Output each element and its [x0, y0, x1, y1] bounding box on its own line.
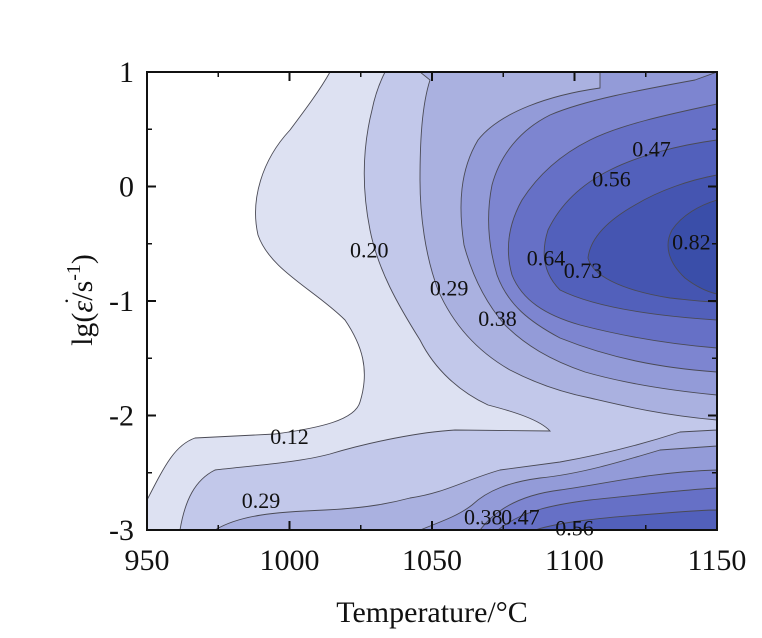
y-title-suffix: )	[66, 254, 99, 264]
y-tick-label: -1	[109, 285, 134, 318]
y-title-exponent: -1	[63, 264, 85, 281]
x-tick-label: 1000	[260, 544, 320, 577]
y-tick-label: 0	[119, 171, 134, 204]
contour-labels: 0.470.560.820.640.730.200.290.380.120.29…	[242, 137, 711, 541]
contour-label: 0.73	[564, 258, 603, 283]
y-tick-label: 1	[119, 56, 134, 89]
x-tick-label: 950	[125, 544, 170, 577]
axis-ticks	[146, 71, 718, 531]
y-axis-title: lg(ε/s-1)	[63, 254, 99, 346]
contour-label: 0.56	[592, 166, 631, 191]
x-tick-label: 1100	[545, 544, 604, 577]
contour-level-9	[667, 199, 717, 295]
contour-label: 0.47	[501, 504, 540, 529]
contour-label: 0.56	[555, 516, 594, 541]
contour-label: 0.47	[632, 137, 671, 162]
x-tick-label: 1150	[688, 544, 747, 577]
y-tick-label: -2	[109, 400, 134, 433]
contour-label: 0.64	[527, 245, 566, 270]
y-tick-label: -3	[109, 514, 134, 547]
contour-label: 0.29	[242, 488, 281, 513]
x-tick-label: 1050	[402, 544, 462, 577]
x-axis-title: Temperature/°C	[336, 596, 527, 629]
contour-label: 0.12	[270, 424, 309, 449]
tick-labels: 950 1000 1050 1100 1150 1 0 -1 -2 -3	[109, 56, 746, 577]
strain-rate-dot: ·	[54, 297, 79, 304]
contour-label: 0.38	[478, 306, 517, 331]
y-title-middle: /s	[66, 281, 99, 301]
y-title-symbol: ε	[66, 301, 99, 313]
y-title-prefix: lg(	[66, 313, 99, 346]
contour-label: 0.82	[672, 229, 711, 254]
contour-label: 0.29	[430, 275, 469, 300]
contour-label: 0.38	[464, 504, 503, 529]
contour-label: 0.20	[350, 237, 389, 262]
contour-fills	[147, 72, 717, 530]
